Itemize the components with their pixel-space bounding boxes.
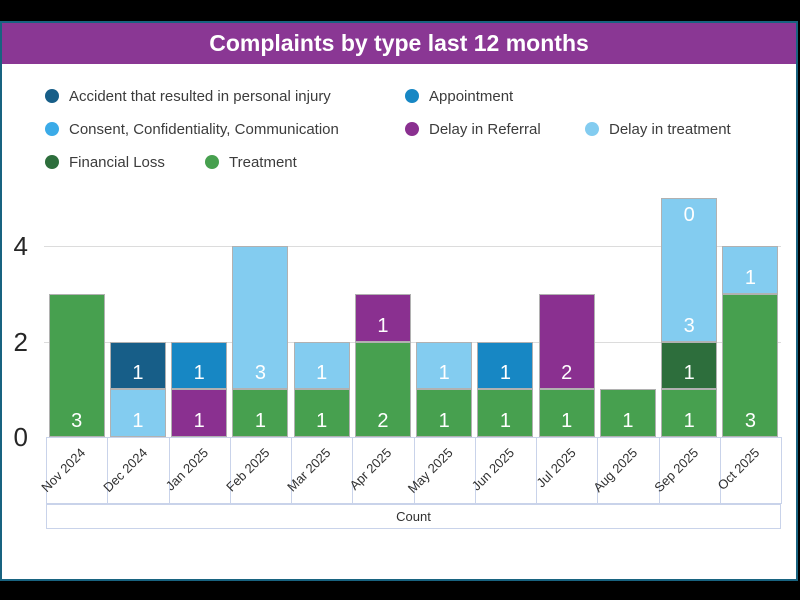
- bar-segment-value: 3: [254, 362, 266, 385]
- legend-label: Delay in treatment: [609, 120, 731, 138]
- bar-segment-value: 1: [499, 410, 511, 432]
- legend-label: Appointment: [429, 87, 514, 105]
- bar-segment-value: 1: [132, 362, 144, 385]
- bar-segment[interactable]: 3: [661, 198, 718, 342]
- bar-segment-value: 1: [622, 410, 634, 432]
- legend-dot-icon: [45, 155, 59, 169]
- legend-row: Accident that resulted in personal injur…: [45, 86, 775, 106]
- y-axis-tick-label: 0: [13, 422, 28, 452]
- bar-segment-value: 0: [683, 204, 695, 227]
- bar-segment-value: 3: [71, 410, 83, 432]
- legend-dot-icon: [45, 122, 59, 136]
- bar-segment[interactable]: 1: [538, 389, 595, 437]
- bar-segment[interactable]: 1: [171, 389, 228, 437]
- legend-item-consent[interactable]: Consent, Confidentiality, Communication: [45, 121, 405, 138]
- bar-segment[interactable]: 1: [171, 341, 228, 390]
- legend-row: Financial Loss Treatment: [45, 152, 775, 172]
- bar-segment-value: 1: [316, 410, 328, 432]
- bar-segment-value: 1: [744, 266, 756, 289]
- bar-segment[interactable]: 2: [538, 293, 595, 390]
- bar-segment-value: 1: [377, 314, 389, 337]
- bar-segment[interactable]: 3: [722, 293, 779, 437]
- bar-segment-value: 3: [744, 410, 756, 432]
- bar-segment[interactable]: 1: [293, 341, 350, 390]
- x-axis-title: Count: [396, 509, 431, 524]
- bar-segment[interactable]: 1: [599, 389, 656, 437]
- legend-item-treatment[interactable]: Treatment: [205, 154, 297, 171]
- legend-dot-icon: [205, 155, 219, 169]
- bar-segment[interactable]: 1: [722, 246, 779, 294]
- legend-item-financial-loss[interactable]: Financial Loss: [45, 154, 205, 171]
- legend-label: Treatment: [229, 153, 297, 171]
- bar-segment-value: 1: [438, 410, 450, 432]
- gridline: [44, 341, 781, 343]
- x-axis-title-cell: Count: [46, 504, 781, 529]
- bar-segment-value: 1: [316, 362, 328, 385]
- bar-segment-value: 3: [683, 314, 695, 337]
- legend-dot-icon: [45, 89, 59, 103]
- legend-item-delay-referral[interactable]: Delay in Referral: [405, 121, 585, 138]
- bar-segment[interactable]: 1: [661, 341, 718, 390]
- y-axis-tick-label: 4: [13, 231, 28, 261]
- bar-segment[interactable]: 1: [232, 389, 289, 437]
- bar-segment[interactable]: 2: [354, 341, 411, 437]
- legend-row: Consent, Confidentiality, Communication …: [45, 119, 775, 139]
- legend-dot-icon: [585, 122, 599, 136]
- legend-label: Consent, Confidentiality, Communication: [69, 120, 339, 138]
- bar-segment[interactable]: 1: [293, 389, 350, 437]
- legend-item-accident[interactable]: Accident that resulted in personal injur…: [45, 88, 405, 105]
- page-title: Complaints by type last 12 months: [209, 30, 589, 56]
- bar-segment-value: 2: [377, 410, 389, 432]
- bar-segment[interactable]: 1: [109, 389, 166, 437]
- bar-segment[interactable]: 1: [354, 293, 411, 342]
- bar-segment-value: 1: [193, 362, 205, 385]
- bar-segment-value: 1: [683, 410, 695, 432]
- bar-segment[interactable]: 1: [477, 341, 534, 390]
- legend-label: Accident that resulted in personal injur…: [69, 87, 331, 105]
- bar-segment[interactable]: 1: [416, 341, 473, 390]
- bar-segment-value: 1: [499, 362, 511, 385]
- bar-segment-value: 1: [254, 410, 266, 432]
- bar-segment[interactable]: 3: [48, 293, 105, 437]
- legend-item-appointment[interactable]: Appointment: [405, 88, 513, 105]
- legend-dot-icon: [405, 122, 419, 136]
- bar-segment-value: 1: [438, 362, 450, 385]
- bar-segment[interactable]: 3: [232, 246, 289, 390]
- bar-segment[interactable]: 1: [477, 389, 534, 437]
- bar-segment[interactable]: 1: [661, 389, 718, 437]
- legend-label: Delay in Referral: [429, 120, 541, 138]
- legend-item-delay-treatment[interactable]: Delay in treatment: [585, 121, 731, 138]
- legend-dot-icon: [405, 89, 419, 103]
- bar-segment-value: 1: [193, 410, 205, 432]
- bar-segment-value: 2: [561, 362, 573, 385]
- bar-segment-value: 1: [561, 410, 573, 432]
- legend: Accident that resulted in personal injur…: [45, 86, 775, 185]
- report-title-bar: Complaints by type last 12 months: [2, 23, 796, 64]
- y-axis-tick-label: 2: [13, 326, 28, 357]
- bar-segment[interactable]: 1: [109, 341, 166, 390]
- bar-segment[interactable]: 1: [416, 389, 473, 437]
- x-axis-cell: [719, 437, 782, 504]
- bar-segment-value: 1: [132, 410, 144, 432]
- legend-label: Financial Loss: [69, 153, 165, 171]
- gridline: [44, 246, 781, 247]
- bar-segment-value: 1: [683, 362, 695, 385]
